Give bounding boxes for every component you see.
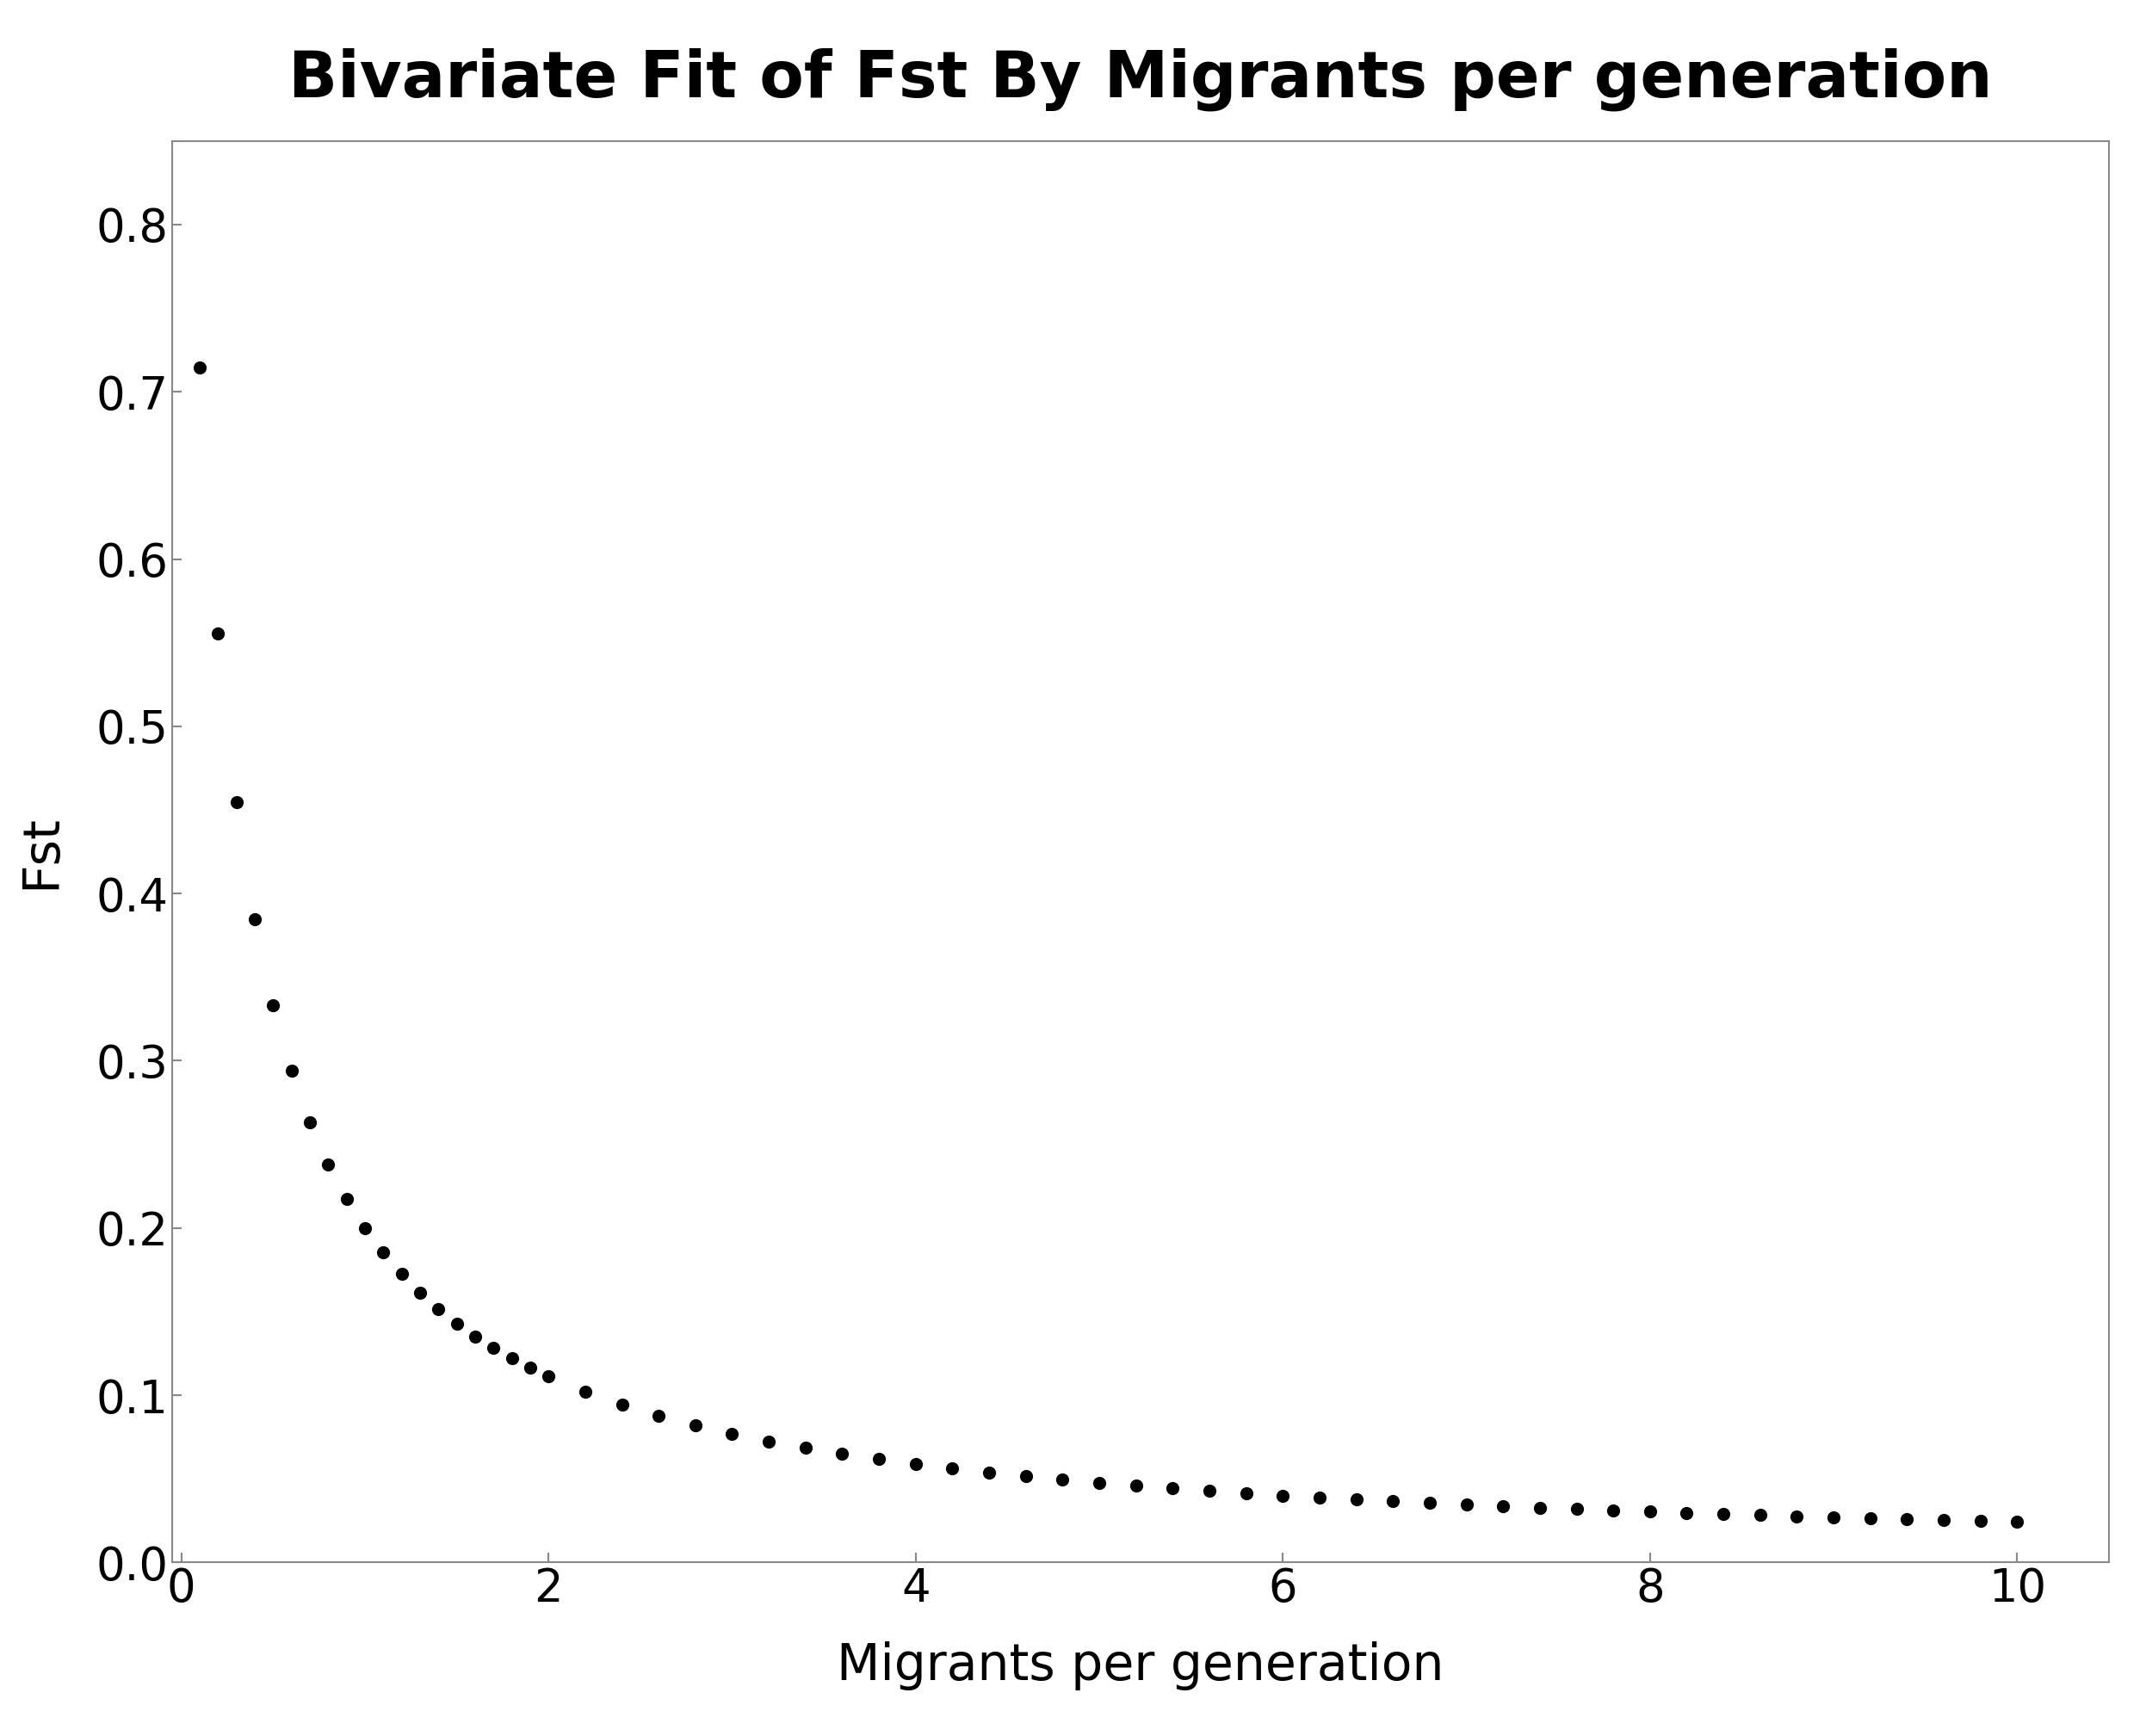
Point — [1853, 1505, 1887, 1533]
Point — [1302, 1484, 1336, 1512]
X-axis label: Migrants per generation: Migrants per generation — [837, 1641, 1444, 1691]
Point — [824, 1439, 859, 1467]
Point — [422, 1295, 456, 1323]
Point — [532, 1363, 566, 1391]
Point — [1339, 1486, 1373, 1514]
Point — [495, 1345, 529, 1373]
Point — [1670, 1500, 1704, 1528]
Point — [312, 1151, 346, 1179]
Point — [1119, 1472, 1153, 1500]
Point — [476, 1335, 510, 1363]
Point — [273, 1057, 308, 1085]
Point — [237, 906, 271, 934]
Point — [1524, 1495, 1558, 1522]
Point — [897, 1450, 932, 1477]
Point — [714, 1420, 749, 1448]
Point — [1156, 1474, 1190, 1502]
Point — [751, 1427, 785, 1455]
Point — [1265, 1481, 1300, 1509]
Point — [1375, 1488, 1410, 1516]
Point — [402, 1279, 437, 1307]
Point — [1046, 1465, 1080, 1493]
Point — [1780, 1502, 1814, 1529]
Point — [458, 1323, 493, 1351]
Point — [385, 1260, 420, 1288]
Point — [1448, 1491, 1483, 1519]
Point — [183, 354, 217, 382]
Point — [220, 788, 254, 816]
Point — [439, 1309, 473, 1337]
Point — [936, 1455, 971, 1483]
Point — [1999, 1509, 2034, 1536]
Point — [200, 620, 235, 648]
Point — [1009, 1462, 1044, 1489]
Point — [861, 1446, 895, 1474]
Point — [329, 1186, 364, 1213]
Point — [1926, 1507, 1960, 1535]
Point — [605, 1391, 639, 1418]
Point — [1963, 1507, 1997, 1535]
Point — [1560, 1495, 1595, 1522]
Point — [293, 1109, 327, 1137]
Point — [1816, 1503, 1851, 1531]
Point — [1229, 1479, 1263, 1507]
Point — [973, 1458, 1007, 1486]
Point — [1485, 1493, 1519, 1521]
Point — [678, 1411, 712, 1439]
Y-axis label: Fst: Fst — [17, 814, 67, 889]
Point — [1412, 1489, 1446, 1517]
Text: Bivariate Fit of Fst By Migrants per generation: Bivariate Fit of Fst By Migrants per gen… — [288, 47, 1993, 111]
Point — [512, 1354, 547, 1382]
Point — [568, 1378, 603, 1406]
Point — [1192, 1477, 1227, 1505]
Point — [349, 1213, 383, 1241]
Point — [1707, 1500, 1741, 1528]
Point — [788, 1434, 822, 1462]
Point — [1633, 1498, 1668, 1526]
Point — [1889, 1505, 1924, 1533]
Point — [366, 1240, 400, 1267]
Point — [1597, 1496, 1631, 1524]
Point — [256, 991, 291, 1019]
Point — [1743, 1502, 1778, 1529]
Point — [641, 1403, 676, 1430]
Point — [1082, 1469, 1117, 1496]
